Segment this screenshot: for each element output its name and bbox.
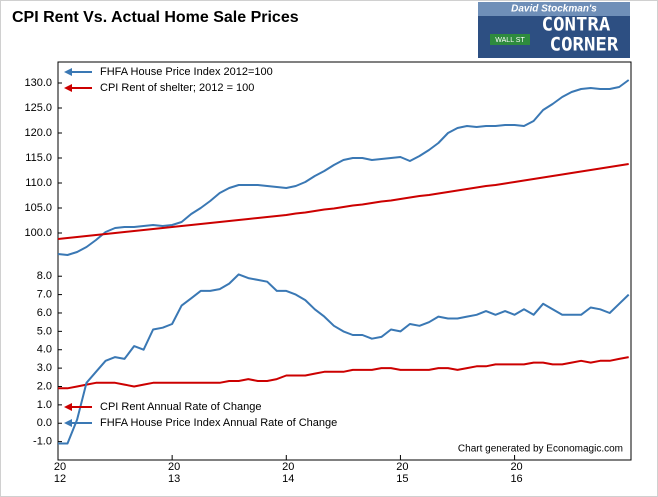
logo-word: CONTRA	[542, 14, 611, 36]
y-tick-label: 3.0	[37, 362, 52, 374]
y-tick-label: 8.0	[37, 270, 52, 282]
data-line	[58, 273, 630, 445]
y-tick-label: 130.0	[24, 77, 52, 89]
x-tick-label: 20	[282, 461, 294, 473]
legend-arrowhead	[64, 419, 72, 427]
legend-label: FHFA House Price Index Annual Rate of Ch…	[100, 417, 337, 429]
y-tick-label: 6.0	[37, 307, 52, 319]
y-tick-label: 4.0	[37, 344, 52, 356]
y-tick-label: 120.0	[24, 127, 52, 139]
y-tick-label: -1.0	[33, 436, 52, 448]
y-tick-label: 105.0	[24, 202, 52, 214]
legend-label: CPI Rent Annual Rate of Change	[100, 401, 261, 413]
data-line	[58, 356, 629, 390]
legend-arrowhead	[64, 84, 72, 92]
legend-label: CPI Rent of shelter; 2012 = 100	[100, 82, 254, 94]
data-line	[57, 79, 630, 256]
y-tick-label: 0.0	[37, 417, 52, 429]
y-tick-label: 1.0	[37, 399, 52, 411]
x-tick-label: 12	[54, 473, 66, 485]
legend-label: FHFA House Price Index 2012=100	[100, 66, 273, 78]
x-tick-label: 16	[510, 473, 522, 485]
logo-byline: David Stockman's	[511, 4, 597, 15]
logo-sign	[490, 34, 530, 45]
legend-arrowhead	[64, 68, 72, 76]
data-line	[57, 163, 629, 240]
legend-arrowhead	[64, 403, 72, 411]
logo-sign-text: WALL ST	[495, 37, 525, 44]
x-tick-label: 20	[168, 461, 180, 473]
y-tick-label: 100.0	[24, 227, 52, 239]
source-note: Chart generated by Economagic.com	[458, 444, 623, 455]
y-tick-label: 5.0	[37, 325, 52, 337]
logo-sky	[478, 2, 630, 16]
x-tick-label: 15	[396, 473, 408, 485]
plot-frame	[57, 61, 632, 461]
x-tick-label: 20	[396, 461, 408, 473]
x-tick-label: 20	[510, 461, 522, 473]
x-tick-label: 20	[54, 461, 66, 473]
chart-title: CPI Rent Vs. Actual Home Sale Prices	[12, 9, 299, 26]
y-tick-label: 7.0	[37, 289, 52, 301]
y-tick-label: 2.0	[37, 380, 52, 392]
x-tick-label: 13	[168, 473, 180, 485]
logo: David Stockman's CONTRA WALL ST CORNER	[478, 2, 630, 58]
x-tick-label: 14	[282, 473, 294, 485]
y-tick-label: 125.0	[24, 102, 52, 114]
y-tick-label: 110.0	[25, 177, 52, 189]
y-tick-label: 115.0	[25, 152, 52, 164]
logo-word: CORNER	[550, 34, 619, 56]
